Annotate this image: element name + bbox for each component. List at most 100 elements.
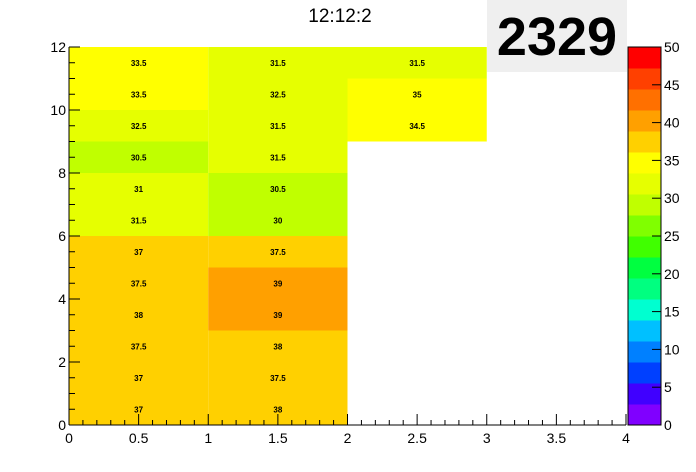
cell-value-label: 32.5 (270, 90, 286, 99)
cell-value-label: 30 (273, 216, 282, 225)
color-scale-swatch (628, 215, 661, 237)
color-scale-swatch (628, 110, 661, 132)
heatmap-cell (347, 78, 487, 110)
color-scale-swatch (628, 194, 661, 216)
heatmap-cell (208, 204, 348, 236)
heatmap-cell (69, 141, 209, 173)
cell-value-label: 38 (273, 342, 282, 351)
x-tick-label: 1 (204, 430, 212, 446)
heatmap-cell (208, 141, 348, 173)
heatmap-cell (208, 78, 348, 110)
x-tick-label: 0.5 (129, 430, 149, 446)
cell-value-label: 30.5 (131, 153, 147, 162)
cell-value-label: 35 (413, 90, 422, 99)
x-tick-label: 2.5 (407, 430, 427, 446)
y-tick-label: 4 (58, 291, 66, 307)
heatmap-cell (69, 173, 209, 205)
y-tick-label: 10 (50, 102, 66, 118)
color-scale-label: 20 (664, 266, 680, 282)
x-tick-label: 3 (483, 430, 491, 446)
color-scale-label: 40 (664, 115, 680, 131)
heatmap-cell (69, 299, 209, 331)
cell-value-label: 39 (273, 311, 282, 320)
y-tick-label: 0 (58, 417, 66, 433)
x-tick-label: 0 (65, 430, 73, 446)
chart-title: 12:12:2 (308, 6, 372, 27)
cell-value-label: 31.5 (270, 59, 286, 68)
color-scale-swatch (628, 362, 661, 384)
heatmap-cell (69, 204, 209, 236)
color-scale-swatch (628, 131, 661, 153)
heatmap-cell (208, 330, 348, 362)
cell-value-label: 37.5 (270, 374, 286, 383)
cell-value-label: 31 (134, 185, 143, 194)
heatmap-cell (69, 362, 209, 394)
color-scale-label: 30 (664, 190, 680, 206)
heatmap-cell (208, 267, 348, 299)
heatmap-cell (208, 47, 348, 79)
color-scale-swatch (628, 278, 661, 300)
cell-value-label: 37 (134, 374, 143, 383)
heatmap-cell (69, 78, 209, 110)
cell-value-label: 32.5 (131, 122, 147, 131)
heatmap-cell (208, 299, 348, 331)
cell-value-label: 33.5 (131, 59, 147, 68)
color-scale-swatch (628, 257, 661, 279)
cell-value-label: 31.5 (131, 216, 147, 225)
y-tick-label: 2 (58, 354, 66, 370)
cell-value-label: 37 (134, 248, 143, 257)
color-scale-label: 10 (664, 341, 680, 357)
heatmap-cell (347, 110, 487, 142)
heatmap-cell (69, 110, 209, 142)
color-scale-label: 0 (664, 417, 672, 433)
heatmap-cell (208, 236, 348, 268)
heatmap-cell (69, 330, 209, 362)
color-scale-label: 45 (664, 77, 680, 93)
x-tick-label: 2 (344, 430, 352, 446)
y-tick-label: 6 (58, 228, 66, 244)
heatmap-cell (69, 267, 209, 299)
color-scale-swatch (628, 341, 661, 363)
cell-value-label: 31.5 (270, 122, 286, 131)
cell-value-label: 31.5 (409, 59, 425, 68)
heatmap-cell (208, 362, 348, 394)
cell-value-label: 38 (134, 311, 143, 320)
color-scale-swatch (628, 320, 661, 342)
cell-value-label: 31.5 (270, 153, 286, 162)
x-tick-label: 4 (622, 430, 630, 446)
heatmap-cell (69, 236, 209, 268)
color-scale-swatch (628, 383, 661, 405)
heatmap-cell (69, 47, 209, 79)
cell-value-label: 34.5 (409, 122, 425, 131)
color-scale-label: 35 (664, 152, 680, 168)
cell-value-label: 37.5 (270, 248, 286, 257)
cell-value-label: 30.5 (270, 185, 286, 194)
run-number-label: 2329 (487, 0, 627, 72)
cell-value-label: 37 (134, 405, 143, 414)
color-scale-label: 5 (664, 379, 672, 395)
y-tick-label: 8 (58, 165, 66, 181)
color-scale-label: 25 (664, 228, 680, 244)
cell-value-label: 38 (273, 405, 282, 414)
color-scale-swatch (628, 152, 661, 174)
color-scale-swatch (628, 299, 661, 321)
color-scale-label: 50 (664, 39, 680, 55)
color-scale-label: 15 (664, 304, 680, 320)
cell-value-label: 37.5 (131, 342, 147, 351)
cell-value-label: 33.5 (131, 90, 147, 99)
color-scale-swatch (628, 89, 661, 111)
y-tick-label: 12 (50, 39, 66, 55)
color-scale-swatch (628, 173, 661, 195)
color-scale-swatch (628, 404, 661, 426)
color-scale-swatch (628, 47, 661, 69)
color-scale-swatch (628, 68, 661, 90)
x-tick-label: 3.5 (547, 430, 567, 446)
heatmap-cell (208, 110, 348, 142)
heatmap-cell (347, 47, 487, 79)
cell-value-label: 37.5 (131, 279, 147, 288)
color-scale-swatch (628, 236, 661, 258)
heatmap-cell (208, 173, 348, 205)
x-tick-label: 1.5 (268, 430, 288, 446)
cell-value-label: 39 (273, 279, 282, 288)
